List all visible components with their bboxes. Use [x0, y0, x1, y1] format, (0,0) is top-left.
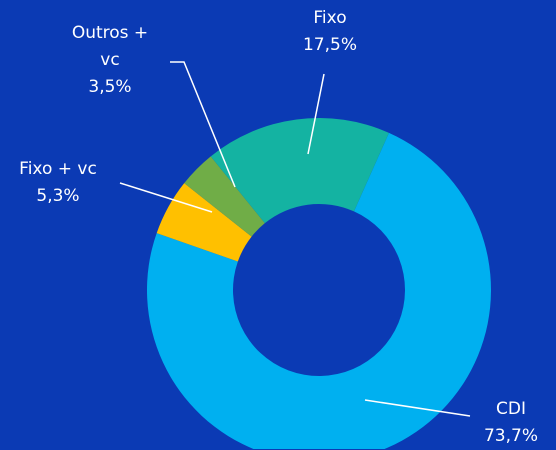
slice-label: CDI 73,7%: [478, 396, 544, 450]
leader-line: [119, 182, 213, 213]
slice-label: Fixo 17,5%: [283, 5, 377, 59]
value-label: 17,5%: [302, 35, 357, 55]
donut-slice: [210, 118, 389, 224]
category-label: Fixo: [313, 8, 347, 28]
slice-label: Outros + vc 3,5%: [62, 20, 158, 101]
donut-slice: [147, 132, 491, 449]
leader-line: [307, 73, 325, 155]
donut-slice: [184, 156, 265, 237]
leader-line: [170, 61, 236, 188]
value-label: 73,7%: [483, 426, 538, 446]
value-label: 3,5%: [88, 77, 132, 97]
leader-line: [364, 399, 471, 417]
category-label: Fixo + vc: [19, 159, 97, 179]
slice-label: Fixo + vc 5,3%: [0, 156, 116, 210]
value-label: 5,3%: [36, 186, 80, 206]
category-label: CDI: [496, 399, 526, 419]
category-label: Outros + vc: [71, 23, 149, 70]
